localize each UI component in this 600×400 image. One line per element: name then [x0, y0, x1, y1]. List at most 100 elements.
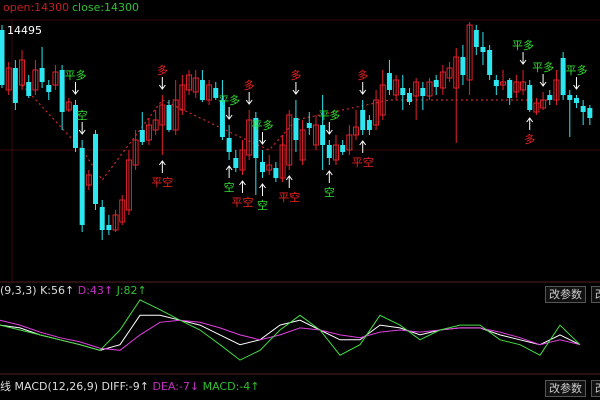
- candle-up: [353, 126, 360, 136]
- signal-label: 多: [244, 78, 255, 92]
- candle-up: [246, 119, 253, 156]
- candle-down: [420, 88, 426, 96]
- signal-label: 平多: [532, 60, 554, 74]
- arrow-down-icon: [225, 107, 233, 120]
- arrow-up-icon: [526, 117, 534, 130]
- signal-label: 平多: [218, 93, 240, 107]
- candle-up: [333, 144, 339, 161]
- candle-up: [466, 24, 473, 81]
- candle-up: [393, 79, 400, 96]
- candle-down: [507, 80, 513, 98]
- candle-down: [493, 80, 499, 86]
- signal-label: 平空: [151, 175, 173, 189]
- signal-label: 平多: [512, 38, 534, 52]
- candle-up: [312, 124, 319, 146]
- candle-down: [219, 100, 225, 137]
- signal-label: 空: [324, 185, 335, 199]
- candle-up: [19, 59, 26, 86]
- candle-up: [426, 81, 433, 97]
- arrow-up-icon: [158, 160, 166, 173]
- candle-down: [527, 85, 533, 110]
- candle-down: [233, 158, 239, 168]
- kdj-line-d: [0, 319, 581, 351]
- candle-up: [540, 99, 547, 109]
- candle-down: [253, 118, 259, 158]
- candle-down: [567, 95, 573, 100]
- candle-down: [473, 30, 479, 47]
- signal-label: 空: [257, 198, 268, 212]
- arrow-down-icon: [78, 122, 86, 135]
- price-high-label: 14495: [7, 24, 42, 37]
- candle-down: [433, 80, 439, 87]
- candle-up: [192, 77, 199, 93]
- macd-diff-value: DIFF:-9↑: [101, 380, 149, 393]
- candle-up: [186, 74, 193, 91]
- candle-up: [279, 144, 286, 179]
- macd-extra-button[interactable]: 改: [591, 380, 600, 397]
- candle-down: [273, 168, 279, 178]
- candle-down: [0, 30, 5, 85]
- kdj-legend: (9,3,3) K:56↑ D:43↑ J:82↑: [0, 284, 147, 297]
- macd-dea-value: DEA:-7↓: [152, 380, 200, 393]
- candle-down: [39, 68, 45, 82]
- candle-down: [139, 130, 145, 142]
- candle-up: [533, 102, 540, 113]
- macd-macd-value: MACD:-4↑: [202, 380, 260, 393]
- candle-down: [406, 93, 412, 102]
- candle-up: [119, 199, 126, 223]
- candle-up: [172, 99, 179, 131]
- kdj-extra-button[interactable]: 改: [591, 286, 600, 303]
- signal-label: 平多: [64, 68, 86, 82]
- candle-down: [59, 70, 65, 112]
- candle-up: [379, 84, 386, 116]
- arrow-up-icon: [259, 183, 266, 196]
- candle-down: [560, 58, 566, 95]
- arrow-down-icon: [539, 74, 547, 87]
- kdj-j-value: J:82↑: [116, 284, 147, 297]
- candle-down: [213, 88, 219, 98]
- candle-down: [26, 82, 32, 96]
- arrow-down-icon: [573, 77, 580, 90]
- candle-up: [446, 67, 453, 79]
- close-label: close:14300: [72, 1, 140, 14]
- candle-up: [266, 164, 273, 171]
- candle-up: [152, 119, 159, 131]
- candle-down: [480, 47, 486, 52]
- candle-down: [326, 145, 332, 158]
- candle-up: [32, 69, 39, 91]
- kdj-line-j: [0, 299, 581, 361]
- signal-label: 多: [157, 63, 168, 77]
- candle-down: [573, 98, 579, 103]
- candle-up: [52, 71, 59, 86]
- candle-up: [373, 99, 380, 126]
- candle-up: [5, 67, 12, 91]
- candle-down: [99, 207, 105, 230]
- candle-up: [85, 174, 92, 186]
- arrow-up-icon: [225, 165, 233, 178]
- candle-up: [145, 124, 152, 141]
- candle-down: [293, 118, 299, 140]
- macd-params: MACD(12,26,9): [14, 380, 99, 393]
- macd-edit-params-button[interactable]: 改参数: [545, 380, 586, 397]
- candle-down: [460, 57, 466, 75]
- candle-up: [513, 81, 520, 93]
- candle-up: [299, 129, 306, 161]
- arrow-up-icon: [359, 140, 367, 153]
- candle-down: [72, 105, 78, 148]
- candle-down: [360, 110, 366, 130]
- candle-up: [500, 81, 506, 86]
- candle-up: [520, 81, 527, 91]
- signal-label: 平多: [252, 118, 274, 132]
- candle-up: [346, 134, 353, 151]
- candle-up: [159, 104, 166, 126]
- kdj-edit-params-button[interactable]: 改参数: [545, 286, 586, 303]
- signal-label: 多: [357, 68, 368, 82]
- arrow-down-icon: [72, 82, 79, 95]
- candle-up: [206, 84, 213, 101]
- candle-down: [320, 125, 326, 145]
- candle-up: [132, 139, 139, 166]
- candle-down: [166, 105, 172, 130]
- candle-down: [93, 134, 99, 204]
- arrow-up-icon: [285, 175, 293, 188]
- candle-up: [179, 84, 186, 111]
